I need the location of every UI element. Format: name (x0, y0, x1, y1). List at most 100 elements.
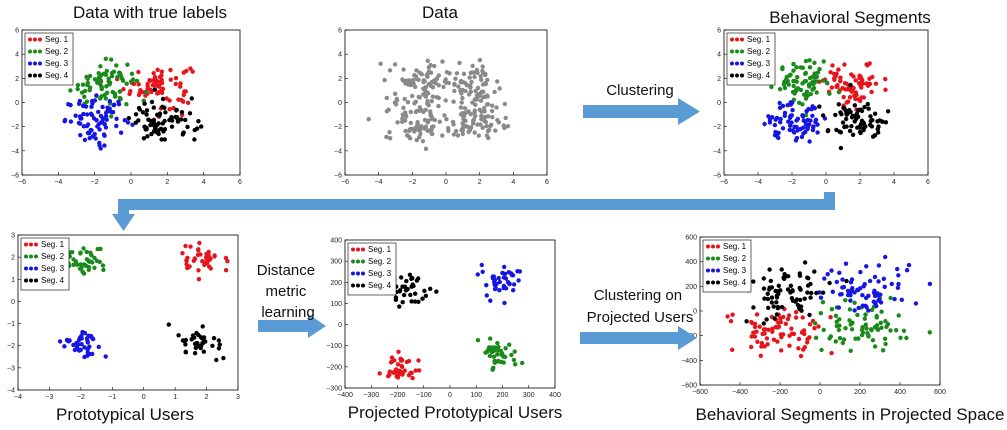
legend-marker (351, 259, 355, 264)
legend-entry: Seg. 3 (41, 264, 65, 273)
data-point (413, 109, 419, 115)
data-point (70, 250, 75, 255)
data-point (794, 124, 799, 130)
data-point (102, 92, 107, 98)
data-point (79, 116, 84, 121)
x-tick-label: 0 (142, 394, 146, 401)
data-point (185, 255, 190, 260)
data-point (862, 104, 867, 110)
y-tick-label: −4 (7, 388, 15, 395)
data-point (814, 74, 820, 80)
data-point (490, 345, 495, 350)
data-point (425, 58, 430, 63)
x-tick-label: 600 (934, 389, 946, 396)
data-point (805, 340, 810, 345)
y-tick-label: 0 (15, 100, 19, 107)
legend-marker (34, 254, 38, 259)
data-point (847, 318, 852, 323)
data-point (487, 127, 492, 133)
data-point (512, 349, 517, 354)
data-point (216, 338, 221, 343)
data-point (856, 336, 861, 341)
data-point (223, 255, 229, 261)
data-point (468, 83, 473, 88)
data-point (68, 119, 74, 124)
legend-marker (716, 256, 720, 261)
data-point (95, 80, 100, 85)
data-point (501, 285, 506, 291)
data-point (895, 285, 901, 290)
data-point (502, 101, 507, 107)
data-point (848, 298, 853, 303)
chart-title: Data (422, 3, 458, 22)
data-point (778, 116, 783, 122)
data-point (434, 95, 439, 100)
data-point (878, 320, 883, 325)
data-point (155, 67, 160, 73)
data-point (428, 62, 433, 68)
data-point (837, 270, 842, 275)
data-point (759, 340, 764, 346)
data-point (844, 116, 849, 122)
data-point (452, 88, 457, 94)
data-point (68, 88, 73, 93)
y-tick-label: −6 (334, 173, 342, 180)
data-point (490, 114, 495, 120)
data-point (868, 114, 873, 119)
data-point (844, 81, 850, 87)
data-point (85, 76, 90, 81)
data-point (428, 109, 433, 114)
data-point (392, 62, 398, 67)
y-tick-label: 3 (11, 233, 15, 240)
legend-marker (361, 247, 365, 252)
data-point (751, 305, 756, 310)
data-point (762, 331, 767, 336)
data-point (766, 114, 771, 119)
data-point (451, 122, 456, 127)
data-point (813, 335, 819, 340)
data-point (800, 329, 805, 334)
clustering-arrow (583, 98, 700, 125)
legend-marker (730, 49, 734, 54)
data-point (136, 82, 141, 87)
data-point (180, 251, 185, 256)
legend-marker (356, 247, 360, 252)
data-point (803, 119, 808, 124)
data-point (125, 120, 131, 125)
data-point (489, 122, 494, 128)
data-point (185, 100, 191, 106)
data-point (904, 268, 910, 273)
data-point (487, 353, 493, 359)
data-point (899, 297, 904, 302)
data-point (408, 370, 413, 376)
legend-entry: Seg. 2 (747, 47, 771, 56)
data-point (103, 354, 108, 359)
data-point (82, 88, 88, 94)
data-point (500, 270, 505, 276)
data-point (393, 91, 398, 97)
data-point (472, 70, 477, 75)
x-tick-label: 2 (858, 179, 862, 186)
data-point (431, 124, 436, 129)
chart-5: −400 −300 −200 −100 0 100 200 300 40040030020010… (326, 238, 562, 423)
legend-marker (33, 37, 37, 42)
data-point (167, 98, 172, 103)
data-point (180, 132, 185, 137)
data-point (800, 113, 805, 118)
data-point (782, 110, 788, 116)
data-point (780, 126, 786, 131)
data-point (765, 291, 770, 296)
data-point (462, 106, 468, 111)
data-point (183, 117, 188, 123)
data-point (102, 143, 107, 148)
legend-marker (735, 37, 739, 42)
legend-marker (28, 73, 32, 78)
data-point (441, 84, 446, 90)
data-point (501, 354, 506, 359)
data-point (84, 112, 90, 117)
data-point (833, 313, 839, 318)
data-point (223, 268, 229, 273)
data-point (485, 93, 490, 98)
data-point (852, 103, 857, 108)
legend-marker (711, 268, 715, 273)
